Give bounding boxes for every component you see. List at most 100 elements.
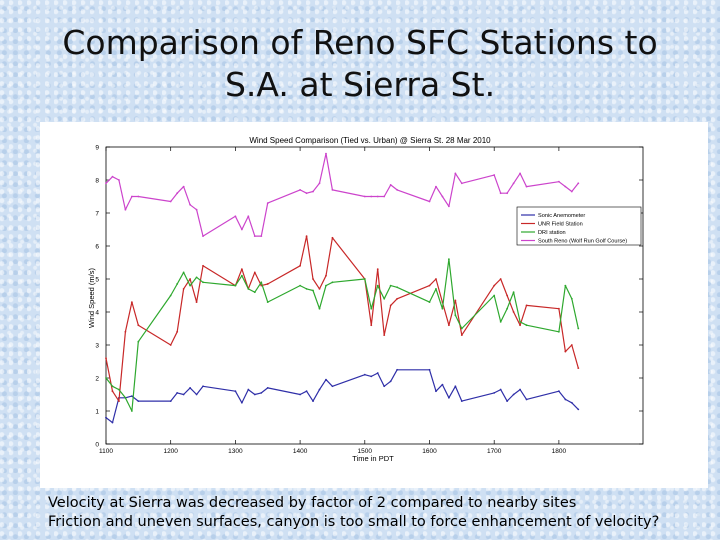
data-point [247,288,250,290]
data-point [118,179,120,181]
data-point [305,192,308,195]
data-point [299,264,301,267]
data-point [169,294,172,297]
data-point [454,385,457,388]
data-point [266,202,269,204]
data-point [111,390,114,393]
x-axis-label: Time in PDT [352,454,394,463]
data-point [570,344,573,346]
data-point [299,189,301,191]
data-point [189,203,192,206]
data-point [493,391,496,394]
data-point [363,278,366,280]
series-line-0 [105,369,579,424]
data-point [506,294,509,297]
data-point [525,324,528,327]
data-point [512,182,515,185]
x-tick-label: 1800 [552,448,567,455]
data-point [519,324,521,327]
data-point [512,393,515,396]
data-point [396,189,399,191]
data-point [564,398,567,401]
data-point [448,396,450,399]
data-point [234,390,237,393]
data-point [564,185,567,188]
data-point [266,283,269,285]
data-point [260,391,263,394]
data-point [105,416,107,419]
data-point [130,195,133,198]
slide-title: Comparison of Reno SFC Stations to S.A. … [0,22,720,106]
data-point [577,182,580,185]
data-point [318,288,321,290]
data-point [202,264,204,267]
data-point [525,304,528,307]
data-point [448,258,450,261]
data-point [519,321,521,323]
data-point [111,175,114,178]
data-point [240,274,243,277]
data-point [234,284,237,287]
data-point [448,324,450,327]
data-point [376,195,379,198]
y-axis: 0 1 2 3 4 5 6 7 8 9 [95,145,643,449]
data-point [499,388,502,391]
series-line-2 [105,258,579,412]
data-point [396,297,399,300]
data-point [202,235,204,237]
data-point [240,401,243,404]
data-point [512,291,515,294]
data-point [202,281,204,284]
y-tick-label: 7 [95,211,99,218]
data-point [312,190,314,193]
data-point [325,284,327,287]
data-point [441,307,444,310]
x-tick-label: 1200 [163,448,178,455]
data-point [493,294,496,297]
y-tick-label: 4 [95,310,99,317]
data-point [331,281,334,284]
slide-title-line-2: S.A. at Sierra St. [224,65,496,104]
data-point [499,321,502,323]
slide-title-line-1: Comparison of Reno SFC Stations to [62,23,658,62]
data-point [557,330,560,333]
data-point [130,301,133,303]
data-point [169,400,172,402]
data-point [189,278,192,280]
data-point [105,182,107,185]
data-point [428,284,431,287]
caption-line-2: Friction and uneven surfaces, canyon is … [48,514,660,530]
data-point [318,307,321,310]
data-point [176,283,179,285]
x-tick-label: 1100 [99,448,113,455]
data-point [253,235,256,237]
data-point [570,297,573,300]
data-point [182,185,185,188]
data-point [253,393,256,396]
y-axis-label: Wind Speed (m/s) [87,267,96,328]
data-point [260,235,263,237]
data-point [570,401,573,404]
data-point [460,182,463,185]
data-point [105,377,107,379]
data-point [331,385,334,388]
data-point [331,236,334,239]
data-point [499,192,502,195]
legend-entry: South Reno (Wolf Run Golf Course) [538,239,627,245]
data-point [363,373,366,376]
series-lines [105,152,580,424]
data-point [331,189,334,191]
data-point [435,185,437,188]
data-point [318,182,321,185]
data-point [389,184,392,186]
data-point [370,307,373,310]
legend: Sonic Anemometer UNR Field Station DRI sta… [516,206,642,246]
data-point [247,388,250,391]
series-line-3 [105,153,579,237]
data-point [169,344,172,346]
series-line-1 [105,235,579,402]
data-point [182,288,185,290]
data-point [512,311,515,313]
data-point [266,387,269,389]
chart-title: Wind Speed Comparison (Tied vs. Urban) @… [249,136,491,145]
